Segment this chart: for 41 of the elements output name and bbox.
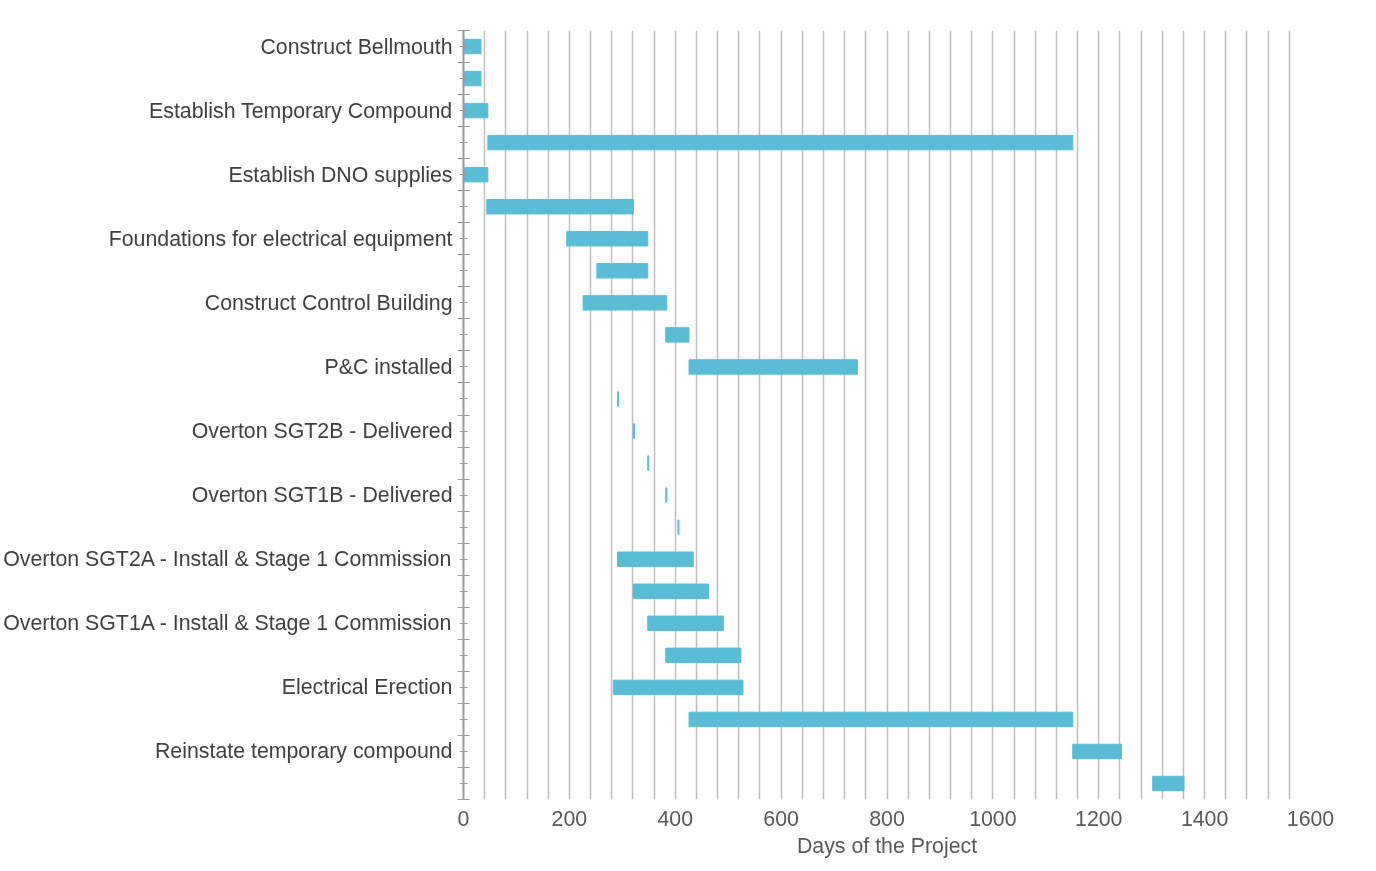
bar (632, 583, 710, 599)
bar (463, 102, 489, 119)
x-tick-label: 600 (763, 806, 800, 831)
y-tick-label: Construct Control Building (204, 290, 453, 315)
y-tick-label: P&C installed (324, 354, 453, 379)
bar (665, 647, 742, 664)
x-axis-title: Days of the Project (796, 833, 978, 858)
x-tick-label: 1000 (969, 806, 1017, 831)
x-tick-label: 1600 (1286, 806, 1335, 831)
bar (665, 327, 690, 343)
bar (463, 70, 482, 87)
y-tick-label: Overton SGT1A - Install & Stage 1 Commission (3, 611, 452, 636)
bar (647, 615, 724, 631)
bar (688, 359, 858, 375)
bar (463, 38, 482, 55)
y-tick-label: Establish Temporary Compound (149, 98, 453, 123)
x-tick-label: 200 (551, 806, 588, 831)
bar (463, 166, 489, 183)
bar (612, 679, 744, 696)
bar (486, 199, 634, 215)
bar (617, 551, 694, 567)
y-tick-label: Reinstate temporary compound (154, 739, 453, 764)
bar (1152, 775, 1185, 792)
bar (688, 711, 1074, 728)
bar (582, 295, 668, 311)
y-tick-label: Construct Bellmouth (260, 34, 453, 59)
bar (596, 263, 649, 279)
y-tick-label: Establish DNO supplies (228, 162, 453, 187)
y-tick-label: Foundations for electrical equipment (108, 226, 453, 251)
x-tick-label: 0 (457, 806, 470, 831)
y-tick-label: Overton SGT2B - Delivered (191, 419, 453, 444)
x-tick-label: 800 (869, 806, 905, 831)
y-tick-label: Electrical Erection (281, 675, 453, 700)
x-tick-label: 1200 (1075, 806, 1123, 831)
x-tick-label: 1400 (1180, 806, 1229, 831)
bar (566, 231, 649, 247)
y-tick-label: Overton SGT1B - Delivered (191, 483, 453, 508)
x-tick-label: 400 (657, 806, 694, 831)
bar (487, 134, 1074, 151)
bar (1072, 743, 1123, 760)
y-tick-label: Overton SGT2A - Install & Stage 1 Commission (3, 547, 452, 572)
